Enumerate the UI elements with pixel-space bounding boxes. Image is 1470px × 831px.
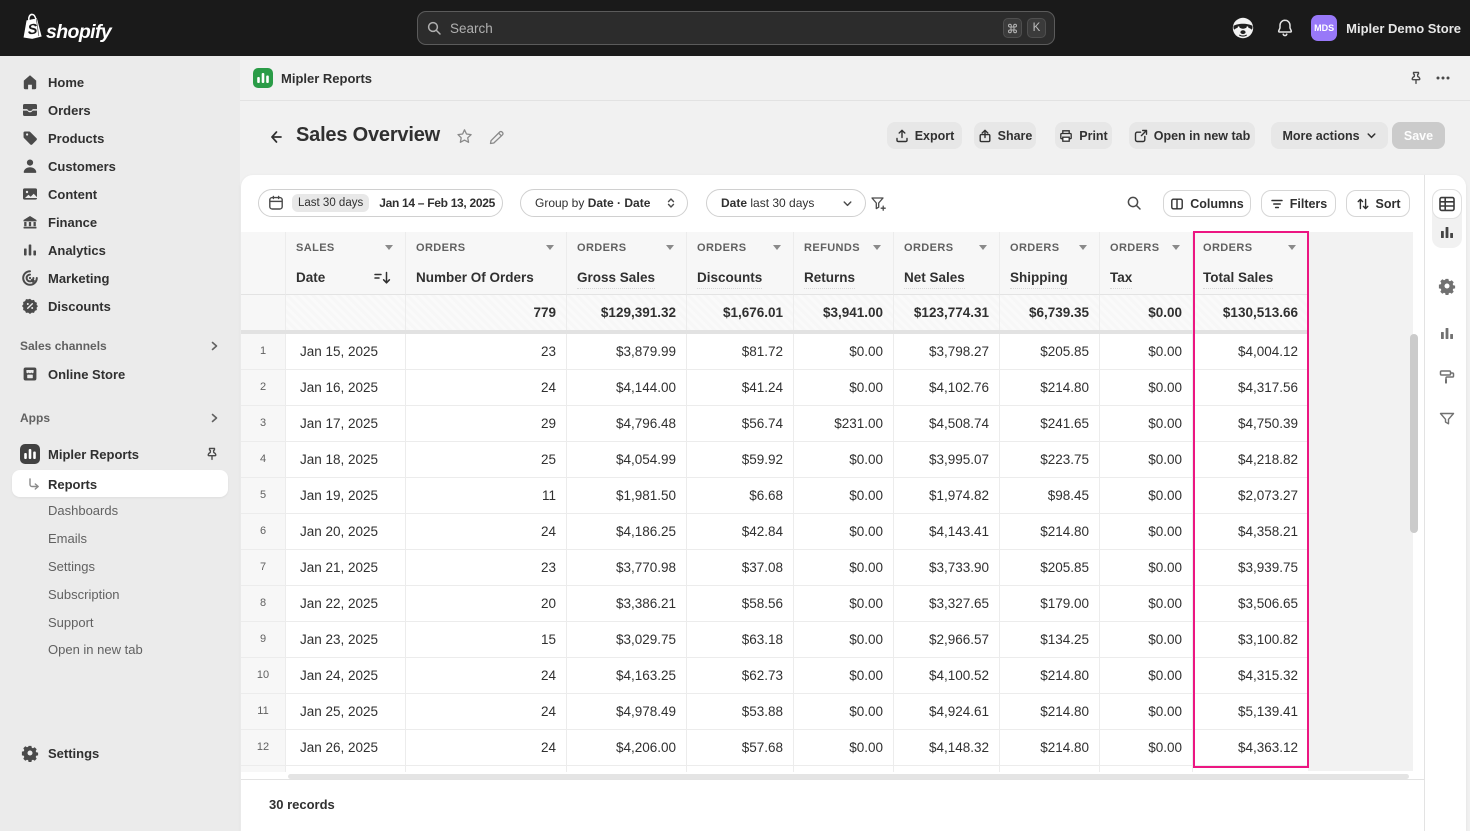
svg-text:shopify: shopify [46,21,113,43]
svg-text:S: S [27,22,38,39]
